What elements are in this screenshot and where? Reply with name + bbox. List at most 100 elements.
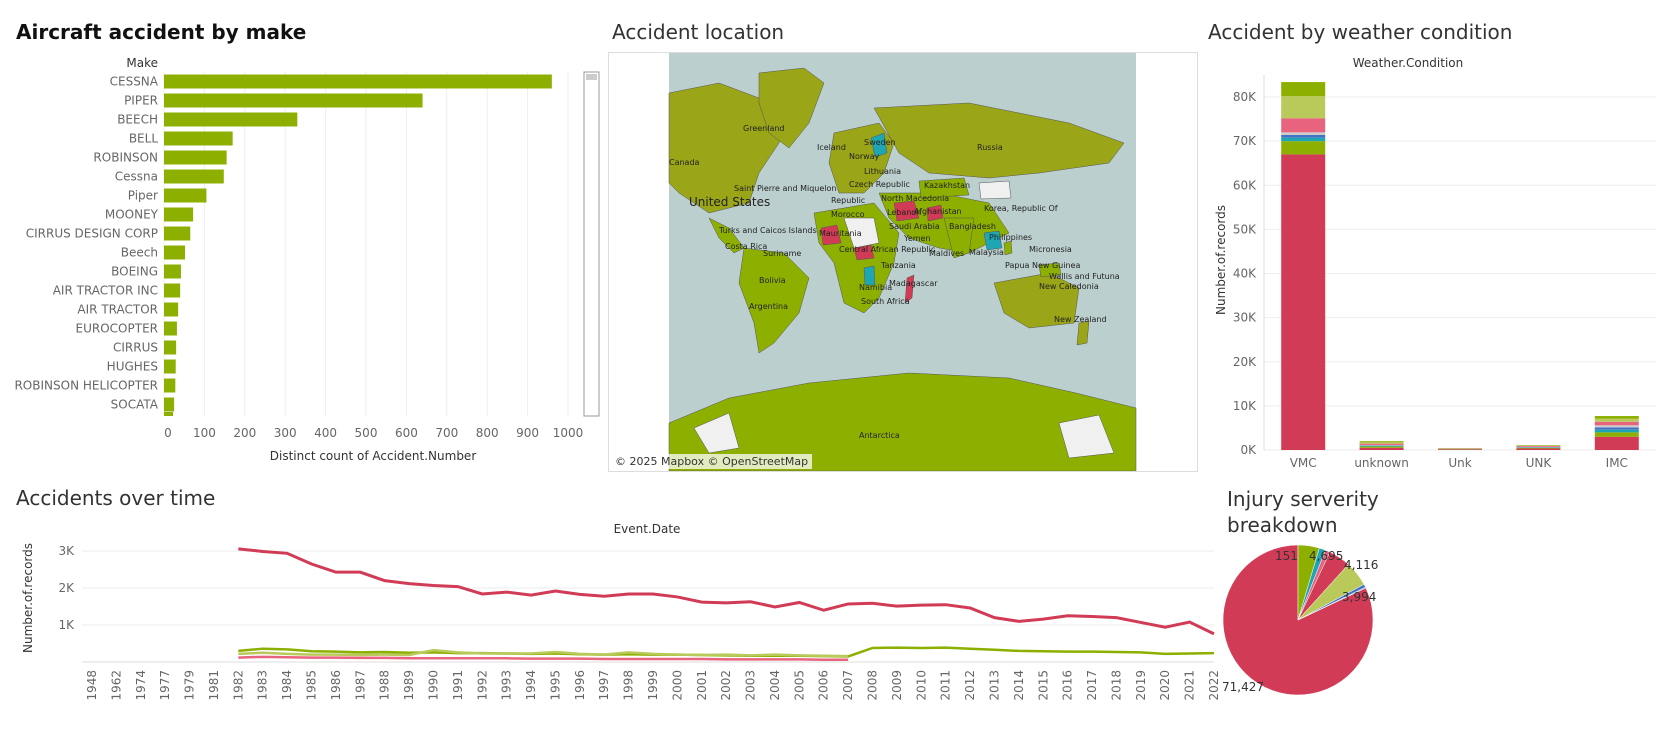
time-line-fatal [238,547,1215,636]
map-label: Costa Rica [725,242,767,251]
make-xlabel: Distinct count of Accident.Number [270,449,477,463]
make-bar [164,359,176,374]
map-region-central-africa [853,244,875,261]
map-label: Republic [831,196,865,205]
weather-title: Accident by weather condition [1208,20,1513,44]
make-bar [164,150,227,165]
weather-ytick: 20K [1233,355,1257,369]
make-category-label: SOCATA [111,398,159,412]
world-map[interactable]: Greenland Iceland Sweden Norway Russia Canada… [609,53,1197,471]
time-xtick: 1989 [402,670,416,701]
time-xtick: 1985 [305,670,319,701]
time-title: Accidents over time [16,486,216,510]
map-region-namibia [863,265,876,286]
map-label: Turks and Caicos Islands [718,226,817,235]
map-region-middle-east [893,200,920,222]
weather-bar-segment [1516,445,1561,447]
weather-xtick: unknown [1354,456,1409,470]
map-label: United States [689,195,770,209]
make-scrollbar[interactable] [583,71,600,417]
map-label: Papua New Guinea [1005,261,1080,270]
pie-label: 71,427 [1222,680,1264,694]
weather-bar-segment [1281,141,1326,155]
map-label: South Africa [861,297,910,306]
injury-panel: Injury serverity breakdown 71,427 3,994 4,… [1220,480,1656,750]
location-title: Accident location [612,20,785,44]
time-xtick: 1993 [500,670,514,701]
time-xtick: 2022 [1207,670,1220,701]
make-category-label: CIRRUS DESIGN CORP [26,227,158,241]
make-xtick: 900 [516,426,539,440]
map-label: Afghanistan [914,207,962,216]
map-label: Russia [977,143,1003,152]
pie-label: 4,695 [1309,549,1343,563]
map-label: Morocco [831,210,865,219]
make-category-label: ROBINSON [93,151,158,165]
time-xtick: 1962 [109,670,123,701]
map-label: Greenland [743,124,785,133]
weather-bar-segment [1594,425,1639,428]
map-label: Korea, Republic Of [984,204,1058,213]
time-xtick: 1991 [451,670,465,701]
time-line-other [238,648,849,658]
map-label: Saudi Arabia [889,222,940,231]
weather-bar-segment [1438,449,1482,450]
time-xtick: 2004 [768,670,782,701]
weather-bar-segment [1594,427,1639,430]
injury-title: Injury serverity breakdown [1227,487,1379,537]
location-panel: Accident location Greenland Iceland Sweden… [608,0,1198,475]
weather-bar-segment [1359,447,1404,450]
map-region-afghanistan [926,204,944,222]
time-xtick: 1948 [85,670,99,701]
time-xtick: 2021 [1183,670,1197,701]
map-region-madagascar [904,274,915,304]
map-label: Saint Pierre and Miquelon [734,184,836,193]
weather-xtick: IMC [1606,456,1628,470]
make-xtick: 100 [193,426,216,440]
make-xtick: 600 [395,426,418,440]
weather-bar-segment [1281,132,1326,135]
time-ytick: 1K [58,618,75,632]
map-label: Suriname [763,249,801,258]
make-scrollbar-thumb[interactable] [586,74,597,80]
time-xtick: 1974 [134,670,148,701]
make-category-label: AIR TRACTOR INC [53,284,158,298]
weather-bar-segment [1359,446,1404,448]
make-bar [164,226,191,241]
map-label: Madagascar [889,279,938,288]
map-label: Argentina [749,302,788,311]
time-ytick: 3K [58,544,75,558]
map-region-india [943,217,975,259]
time-xtick: 1977 [158,670,172,701]
map-label: Mauritania [819,229,862,238]
map-region-antarctica-white [693,412,740,454]
make-xtick: 700 [435,426,458,440]
time-xtick: 1981 [207,670,221,701]
map-label: Malaysia [969,248,1004,257]
time-xtick: 2002 [719,670,733,701]
make-bar [164,169,224,184]
make-bar [164,321,177,336]
time-xtick: 1995 [548,670,562,701]
make-category-label: EUROCOPTER [76,322,158,336]
map-frame[interactable]: Greenland Iceland Sweden Norway Russia Canada… [608,52,1198,472]
make-category-label: BEECH [117,113,158,127]
make-bar [164,188,207,203]
map-label: Central African Republic [839,245,935,254]
make-bar [164,207,194,222]
time-xtick: 1986 [329,670,343,701]
make-category-label: HUGHES [107,360,158,374]
time-xtick: 2003 [744,670,758,701]
time-xtick: 1982 [231,670,245,701]
make-bar [164,264,181,279]
time-xtick: 2013 [987,670,1001,701]
weather-bar-segment [1594,416,1639,419]
pie-label: 151 [1275,549,1298,563]
make-category-label: MOONEY [105,208,159,222]
time-ylabel: Number.of.records [21,543,35,653]
weather-bar-segment [1281,118,1326,133]
map-label: Lithuania [864,167,901,176]
weather-bar-segment [1594,436,1639,450]
map-label: Micronesia [1029,245,1072,254]
make-panel: Aircraft accident by make Make CESSNA PIPE… [0,0,600,480]
